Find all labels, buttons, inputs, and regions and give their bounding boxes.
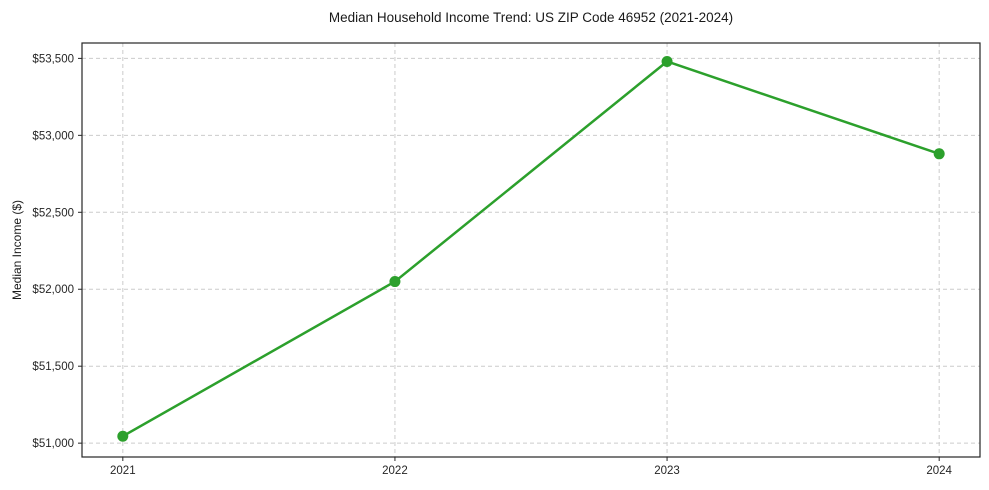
y-tick-label: $53,000 bbox=[32, 130, 74, 142]
data-point-2023 bbox=[661, 55, 673, 67]
data-point-2024 bbox=[933, 148, 945, 160]
y-tick-label: $51,000 bbox=[32, 438, 74, 450]
x-tick-label: 2023 bbox=[654, 465, 680, 477]
y-tick-label: $52,000 bbox=[32, 284, 74, 296]
data-point-2022 bbox=[389, 276, 401, 288]
income-trend-line bbox=[121, 60, 941, 438]
x-tick-label: 2024 bbox=[926, 465, 952, 477]
axis-spines bbox=[81, 42, 981, 458]
data-point-2021 bbox=[117, 430, 129, 442]
x-tick-label: 2022 bbox=[382, 465, 408, 477]
y-tick-label: $51,500 bbox=[32, 361, 74, 373]
y-tick-label: $52,500 bbox=[32, 207, 74, 219]
chart-title: Median Household Income Trend: US ZIP Co… bbox=[328, 10, 734, 25]
x-tick-label: 2021 bbox=[110, 465, 136, 477]
y-tick-label: $53,500 bbox=[32, 53, 74, 65]
